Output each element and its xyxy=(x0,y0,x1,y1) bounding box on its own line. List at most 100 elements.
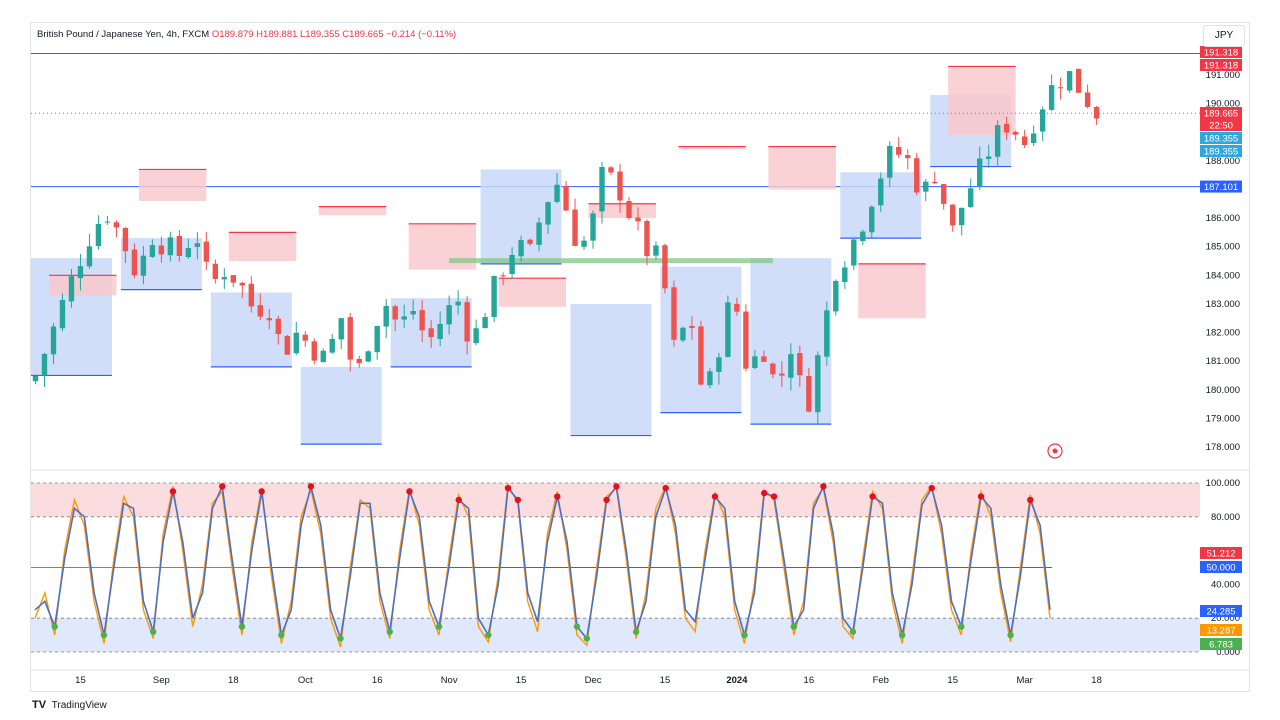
price-level-badge-label: 22:50 xyxy=(1209,121,1233,132)
time-tick-label: Mar xyxy=(1016,675,1032,686)
candle-body xyxy=(329,338,335,353)
oversold-dot xyxy=(485,631,492,639)
overbought-dot xyxy=(455,496,462,504)
candle-body xyxy=(770,363,776,375)
candle-body xyxy=(392,306,398,320)
oscillator-level-badge xyxy=(1200,638,1242,650)
brand-name: TradingView xyxy=(51,700,107,711)
overbought-dot xyxy=(869,493,876,500)
candle-body xyxy=(797,353,803,376)
time-tick-label: 15 xyxy=(516,675,527,686)
candle-body xyxy=(626,201,632,219)
candle-body xyxy=(410,311,416,315)
oversold-dot xyxy=(386,628,393,635)
resistance-block xyxy=(588,203,656,219)
overbought-dot xyxy=(219,483,226,490)
candle-body xyxy=(212,263,219,279)
overbought-dot xyxy=(613,483,620,490)
candle-body xyxy=(194,243,201,247)
candle-body xyxy=(311,341,317,361)
price-tick-label: 182.000 xyxy=(1206,328,1240,339)
candle-body xyxy=(320,350,326,363)
overbought-dot xyxy=(928,484,935,492)
candle-body xyxy=(842,267,848,282)
candle-body xyxy=(509,254,515,274)
candle-body xyxy=(1030,133,1037,143)
overbought-dot xyxy=(406,488,413,495)
tradingview-brand[interactable]: TV TradingView xyxy=(32,699,107,711)
candle-body xyxy=(761,356,767,362)
candle-body xyxy=(932,181,938,184)
oscillator-level-badge-label: 6.783 xyxy=(1209,640,1233,651)
price-tick-label: 179.000 xyxy=(1206,413,1240,424)
time-tick-label: Nov xyxy=(441,675,458,686)
candle-body xyxy=(905,155,911,159)
candle-body xyxy=(860,231,866,242)
support-block xyxy=(300,366,382,445)
price-level-badge xyxy=(1200,46,1242,58)
overbought-dot xyxy=(307,483,315,490)
candle-body xyxy=(149,245,156,257)
tradingview-logo-icon: TV xyxy=(32,699,47,711)
oversold-dot xyxy=(958,623,965,630)
candle-body xyxy=(68,276,75,302)
time-tick-label: 16 xyxy=(372,675,383,686)
oscillator-level-badge-label: 50.000 xyxy=(1206,563,1235,574)
candle-body xyxy=(167,237,174,256)
time-tick-label: 2024 xyxy=(726,675,748,686)
price-level-badge-label: 189.355 xyxy=(1204,134,1238,145)
price-tick-label: 191.000 xyxy=(1206,70,1240,81)
candle-body xyxy=(113,222,120,228)
support-block xyxy=(570,303,652,436)
resistance-block xyxy=(138,169,207,201)
overbought-dot xyxy=(711,493,719,500)
candle-body xyxy=(851,239,857,266)
oversold-dot xyxy=(435,623,443,630)
candle-body xyxy=(527,239,533,244)
candle-body xyxy=(401,316,407,320)
price-level-badge-label: 189.665 xyxy=(1204,109,1238,120)
overbought-dot xyxy=(977,493,985,500)
candle-body xyxy=(887,145,893,178)
oversold-dot xyxy=(790,623,797,630)
resistance-block xyxy=(768,146,836,190)
oversold-dot xyxy=(849,628,857,635)
candle-body xyxy=(455,301,461,306)
candle-body xyxy=(653,245,659,256)
symbol-header: British Pound / Japanese Yen, 4h, FXCM O… xyxy=(37,29,456,40)
candle-body xyxy=(284,335,290,355)
price-level-badge-label: 187.101 xyxy=(1204,182,1238,193)
candle-body xyxy=(599,166,605,212)
candle-body xyxy=(1093,106,1100,119)
price-tick-label: 183.000 xyxy=(1206,299,1240,310)
candle-body xyxy=(518,239,524,257)
candle-body xyxy=(914,158,920,193)
price-tick-label: 178.000 xyxy=(1206,442,1240,453)
oversold-dot xyxy=(1007,631,1014,639)
candle-body xyxy=(1021,136,1028,146)
resistance-block xyxy=(48,275,117,296)
oversold-dot xyxy=(278,631,285,639)
candle-body xyxy=(662,245,668,289)
candle-body xyxy=(482,317,488,329)
oscillator-level-badge xyxy=(1200,547,1242,559)
price-level-badge-label: 189.355 xyxy=(1204,147,1238,158)
candle-body xyxy=(347,317,353,360)
candle-body xyxy=(635,217,641,222)
symbol-title: British Pound / Japanese Yen, 4h, FXCM xyxy=(37,29,210,40)
candle-body xyxy=(716,357,722,372)
time-tick-label: Sep xyxy=(153,675,170,686)
candle-body xyxy=(275,318,281,335)
oversold-band xyxy=(31,618,1200,652)
currency-button[interactable]: JPY xyxy=(1203,25,1245,47)
price-tick-label: 181.000 xyxy=(1206,356,1240,367)
price-level-badge xyxy=(1200,180,1242,193)
candle-body xyxy=(815,355,821,413)
candle-body xyxy=(941,184,947,204)
price-tick-label: 190.000 xyxy=(1206,99,1240,110)
price-level-badge xyxy=(1200,119,1242,131)
candle-body xyxy=(59,299,66,329)
candle-body xyxy=(554,184,560,202)
candle-body xyxy=(824,310,830,357)
